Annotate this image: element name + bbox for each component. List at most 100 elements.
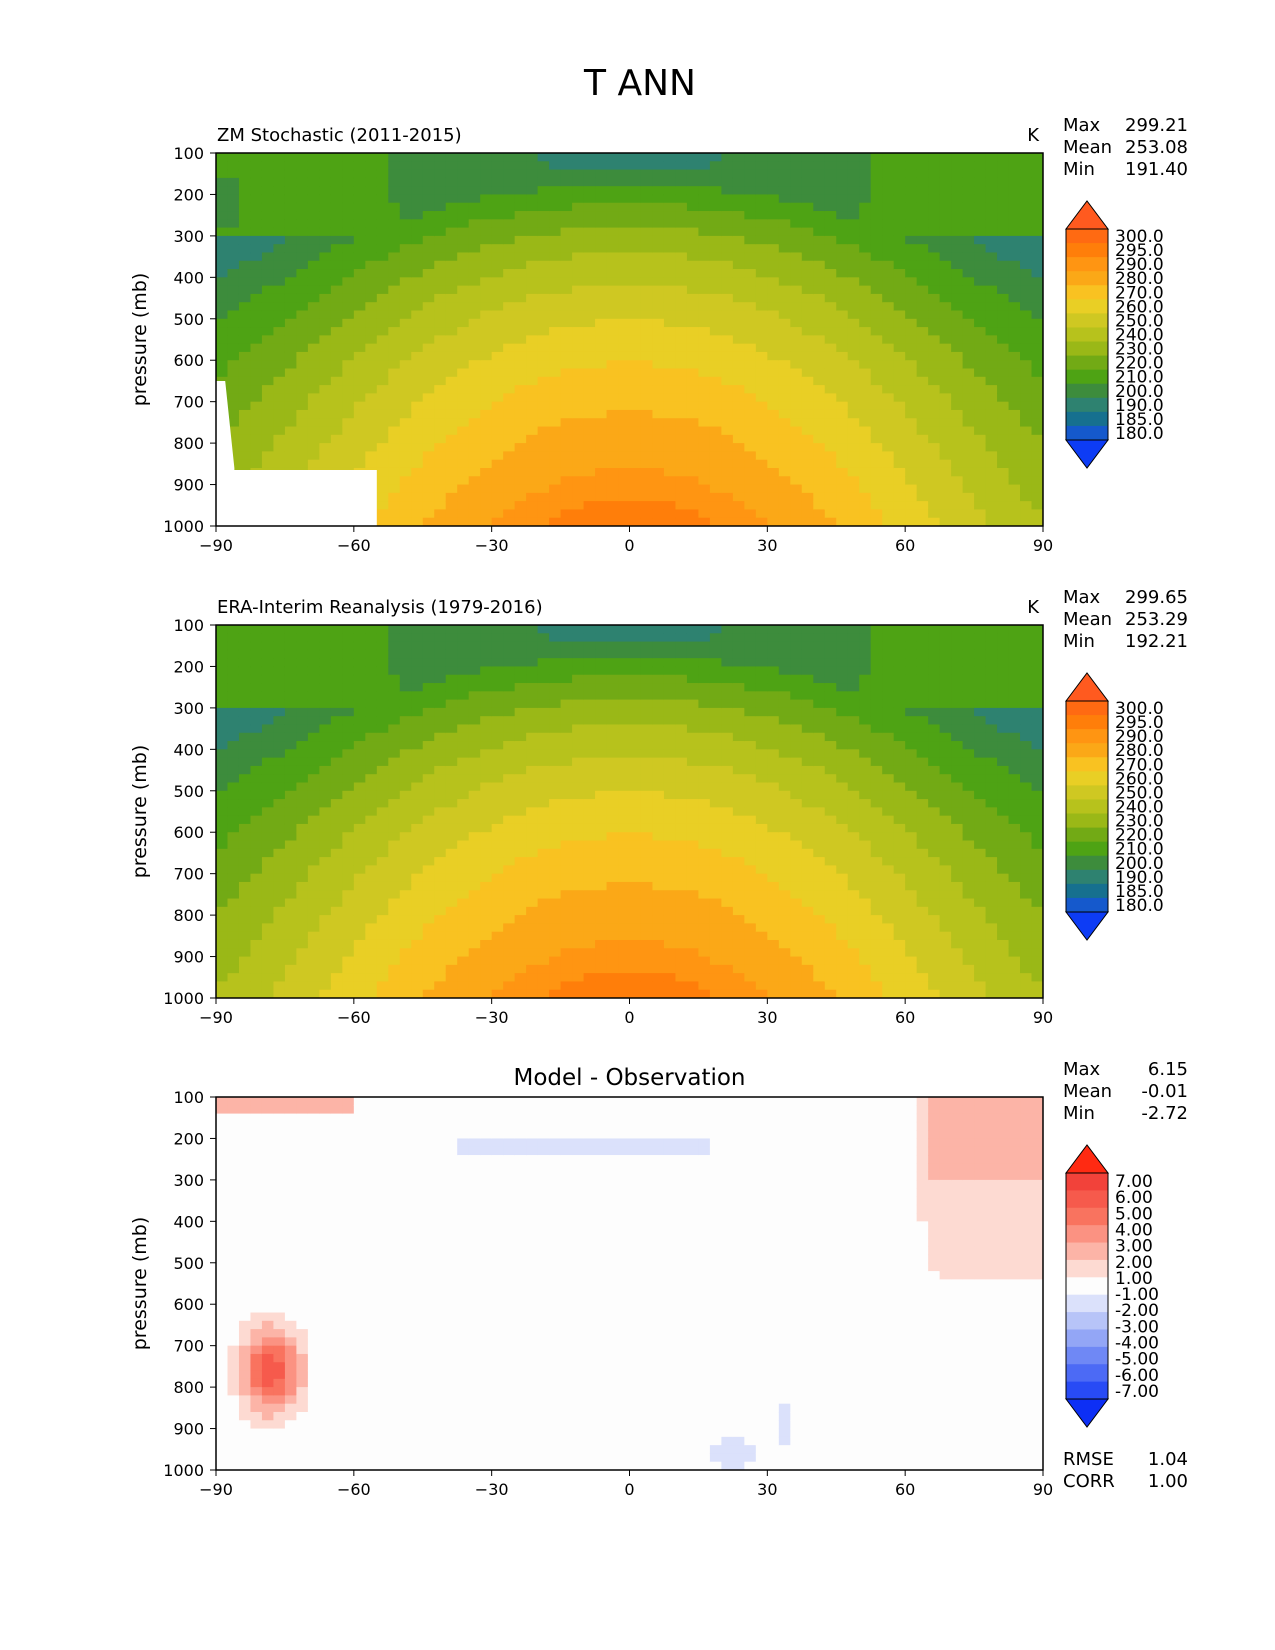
contour-cell <box>572 169 585 179</box>
contour-cell <box>916 459 929 469</box>
contour-cell <box>307 277 320 287</box>
contour-cell <box>411 327 424 336</box>
contour-cell <box>422 318 435 328</box>
contour-cell <box>388 716 401 726</box>
contour-cell <box>330 741 343 750</box>
contour-cell <box>583 865 596 875</box>
contour-cell <box>457 293 470 303</box>
contour-cell <box>399 161 412 171</box>
contour-cell <box>491 915 504 924</box>
colorbar-segment <box>1066 355 1108 371</box>
contour-cell <box>790 302 803 312</box>
contour-cell <box>503 633 516 643</box>
contour-cell <box>491 857 504 866</box>
contour-cell <box>353 401 366 411</box>
contour-cell <box>468 666 481 676</box>
contour-cell <box>376 293 389 303</box>
contour-cell <box>376 277 389 287</box>
contour-cell <box>755 318 768 328</box>
contour-cell <box>434 964 447 974</box>
contour-cell <box>330 376 343 386</box>
contour-cell <box>962 509 975 519</box>
contour-cell <box>307 426 320 436</box>
contour-cell <box>618 252 631 262</box>
contour-cell <box>1031 393 1043 403</box>
contour-cell <box>755 202 768 212</box>
contour-cell <box>434 774 447 784</box>
contour-cell <box>974 186 987 196</box>
contour-cell <box>526 186 539 196</box>
contour-cell <box>422 426 435 436</box>
contour-cell <box>709 484 722 494</box>
contour-cell <box>813 235 826 245</box>
contour-cell <box>526 177 539 187</box>
contour-cell <box>640 666 654 676</box>
contour-cell <box>767 244 780 254</box>
contour-cell <box>491 501 504 511</box>
contour-cell <box>905 501 918 511</box>
contour-cell <box>514 890 527 900</box>
contour-cell <box>905 177 918 187</box>
contour-cell <box>480 691 493 701</box>
contour-cell <box>686 327 700 336</box>
contour-cell <box>261 782 275 792</box>
contour-cell <box>744 484 757 494</box>
contour-cell <box>767 252 780 262</box>
contour-cell <box>974 177 987 187</box>
contour-cell <box>790 426 803 436</box>
contour-cell <box>422 840 435 850</box>
contour-cell <box>491 269 504 278</box>
contour-cell <box>434 277 447 287</box>
contour-cell <box>342 302 355 312</box>
contour-cell <box>526 741 539 750</box>
contour-cell <box>399 327 412 336</box>
contour-cell <box>560 161 573 171</box>
contour-cell <box>342 649 355 659</box>
contour-cell <box>388 459 401 469</box>
contour-cell <box>238 674 252 684</box>
contour-cell <box>997 244 1010 254</box>
contour-cell <box>526 691 539 701</box>
contour-cell <box>399 716 412 726</box>
contour-cell <box>790 227 803 237</box>
contour-cell <box>457 492 470 502</box>
contour-cell <box>353 227 366 237</box>
contour-cell <box>503 285 516 295</box>
contour-cell <box>330 302 343 312</box>
contour-cell <box>686 351 700 361</box>
contour-cell <box>261 931 275 941</box>
contour-cell <box>686 318 700 328</box>
contour-cell <box>514 757 527 767</box>
contour-cell <box>755 327 768 336</box>
contour-cell <box>319 749 332 759</box>
contour-cell <box>411 277 424 287</box>
contour-cell <box>572 501 585 511</box>
contour-cell <box>491 277 504 287</box>
contour-cell <box>514 649 527 659</box>
contour-cell <box>882 409 895 419</box>
contour-cell <box>526 252 539 262</box>
contour-cell <box>997 277 1010 287</box>
contour-cell <box>411 260 424 270</box>
contour-cell <box>434 459 447 469</box>
contour-cell <box>962 194 975 204</box>
contour-cell <box>514 873 527 883</box>
contour-cell <box>491 186 504 196</box>
contour-cell <box>721 343 734 353</box>
contour-cell <box>296 641 309 651</box>
contour-cell <box>399 310 412 320</box>
contour-cell <box>468 409 481 419</box>
contour-cell <box>388 186 401 196</box>
contour-cell <box>801 393 814 403</box>
contour-cell <box>434 285 447 295</box>
contour-cell <box>503 484 516 494</box>
contour-cell <box>273 716 286 726</box>
contour-cell <box>583 832 596 842</box>
contour-cell <box>457 666 470 676</box>
contour-cell <box>216 774 229 784</box>
contour-cell <box>870 285 883 295</box>
contour-cell <box>227 716 240 726</box>
contour-cell <box>399 360 412 370</box>
contour-cell <box>778 492 791 502</box>
contour-cell <box>974 360 987 370</box>
